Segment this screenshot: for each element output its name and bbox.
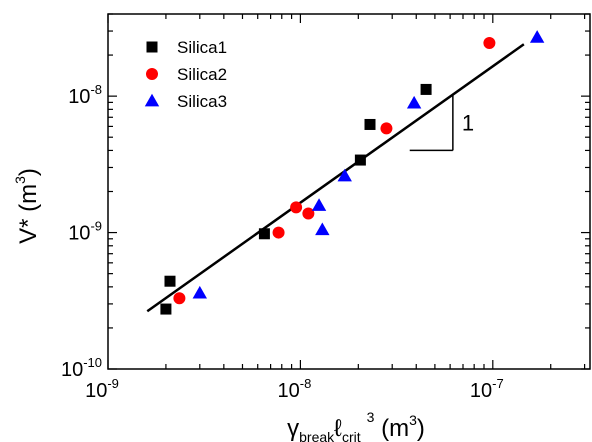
series-silica3 bbox=[192, 30, 545, 299]
data-point-silica2-2 bbox=[272, 226, 285, 239]
data-point-silica2-6 bbox=[483, 37, 496, 50]
x-tick-label-exponent: -7 bbox=[492, 376, 504, 391]
data-point-silica1-4 bbox=[354, 154, 366, 166]
slope-label: 1 bbox=[462, 111, 474, 136]
y-tick-label-base: 10 bbox=[68, 223, 90, 245]
legend-marker-silica2 bbox=[146, 68, 158, 80]
legend-label-silica3: Silica3 bbox=[177, 92, 227, 111]
data-point-silica3-2 bbox=[311, 198, 327, 211]
y-axis-title: V* (m3) bbox=[12, 168, 42, 244]
x-axis-title-unit-post: ) bbox=[417, 415, 425, 442]
data-point-silica3-6 bbox=[529, 30, 545, 43]
x-tick-label-base: 10 bbox=[470, 380, 492, 402]
x-tick-label: 10-9 bbox=[85, 376, 119, 402]
data-point-silica3-1 bbox=[192, 285, 207, 299]
series-silica2 bbox=[173, 37, 496, 305]
y-tick-label: 10-8 bbox=[68, 82, 102, 108]
series-silica1 bbox=[160, 83, 432, 315]
data-point-silica2-3 bbox=[290, 201, 303, 214]
y-axis-title-sup: 3 bbox=[12, 176, 28, 184]
x-axis-title-text: γbreakℓcrit 3 (m3) bbox=[287, 409, 425, 442]
x-axis-title-gamma: γ bbox=[287, 415, 299, 442]
legend-item-silica3: Silica3 bbox=[144, 92, 227, 111]
legend-item-silica1: Silica1 bbox=[146, 38, 227, 57]
data-point-silica1-6 bbox=[420, 83, 432, 95]
data-point-silica1-1 bbox=[160, 303, 172, 315]
x-tick-label-exponent: -8 bbox=[300, 376, 312, 391]
y-tick-label-exponent: -10 bbox=[83, 355, 102, 370]
y-tick-label-base: 10 bbox=[68, 86, 90, 108]
legend: Silica1 Silica2 Silica3 bbox=[144, 38, 227, 111]
x-axis-title-unit-pre: (m bbox=[374, 415, 409, 442]
legend-marker-silica3 bbox=[144, 93, 160, 107]
data-point-silica2-5 bbox=[380, 122, 393, 135]
y-axis-title-post: ) bbox=[15, 168, 42, 176]
plot-area: 1 bbox=[146, 30, 545, 315]
x-axis-title: γbreakℓcrit 3 (m3) bbox=[287, 409, 425, 442]
legend-label-silica1: Silica1 bbox=[177, 38, 227, 57]
x-axis-title-sub-break: break bbox=[299, 429, 335, 442]
x-axis-title-sup: 3 bbox=[367, 409, 375, 425]
data-point-silica3-4 bbox=[337, 168, 352, 182]
x-tick-label-exponent: -9 bbox=[107, 376, 119, 391]
legend-marker-silica1 bbox=[146, 41, 158, 53]
slope-triangle: 1 bbox=[409, 94, 474, 152]
x-tick-label-base: 10 bbox=[85, 380, 107, 402]
x-axis-title-unit-sup: 3 bbox=[409, 412, 417, 428]
data-point-silica2-1 bbox=[173, 292, 186, 305]
y-tick-label: 10-10 bbox=[61, 355, 102, 381]
y-tick-label: 10-9 bbox=[68, 219, 102, 245]
x-tick-label: 10-8 bbox=[277, 376, 311, 402]
data-point-silica1-2 bbox=[164, 275, 176, 287]
data-point-silica1-3 bbox=[258, 228, 270, 240]
data-point-silica2-4 bbox=[302, 207, 315, 220]
fit-line bbox=[146, 43, 525, 313]
y-axis-title-text: V* (m3) bbox=[12, 168, 42, 244]
x-axis-title-sub-crit: crit bbox=[342, 429, 361, 442]
data-point-silica3-5 bbox=[406, 95, 422, 109]
x-tick-label: 10-7 bbox=[470, 376, 504, 402]
y-tick-label-base: 10 bbox=[61, 359, 83, 381]
y-tick-label-exponent: -8 bbox=[90, 82, 102, 97]
data-point-silica1-5 bbox=[364, 118, 376, 130]
legend-item-silica2: Silica2 bbox=[146, 65, 227, 84]
y-tick-label-exponent: -9 bbox=[90, 219, 102, 234]
x-tick-label-base: 10 bbox=[277, 380, 299, 402]
legend-label-silica2: Silica2 bbox=[177, 65, 227, 84]
data-point-silica3-3 bbox=[315, 222, 330, 236]
y-axis-title-main: V* (m bbox=[15, 184, 42, 244]
x-axis-title-ell: ℓ bbox=[334, 415, 342, 442]
